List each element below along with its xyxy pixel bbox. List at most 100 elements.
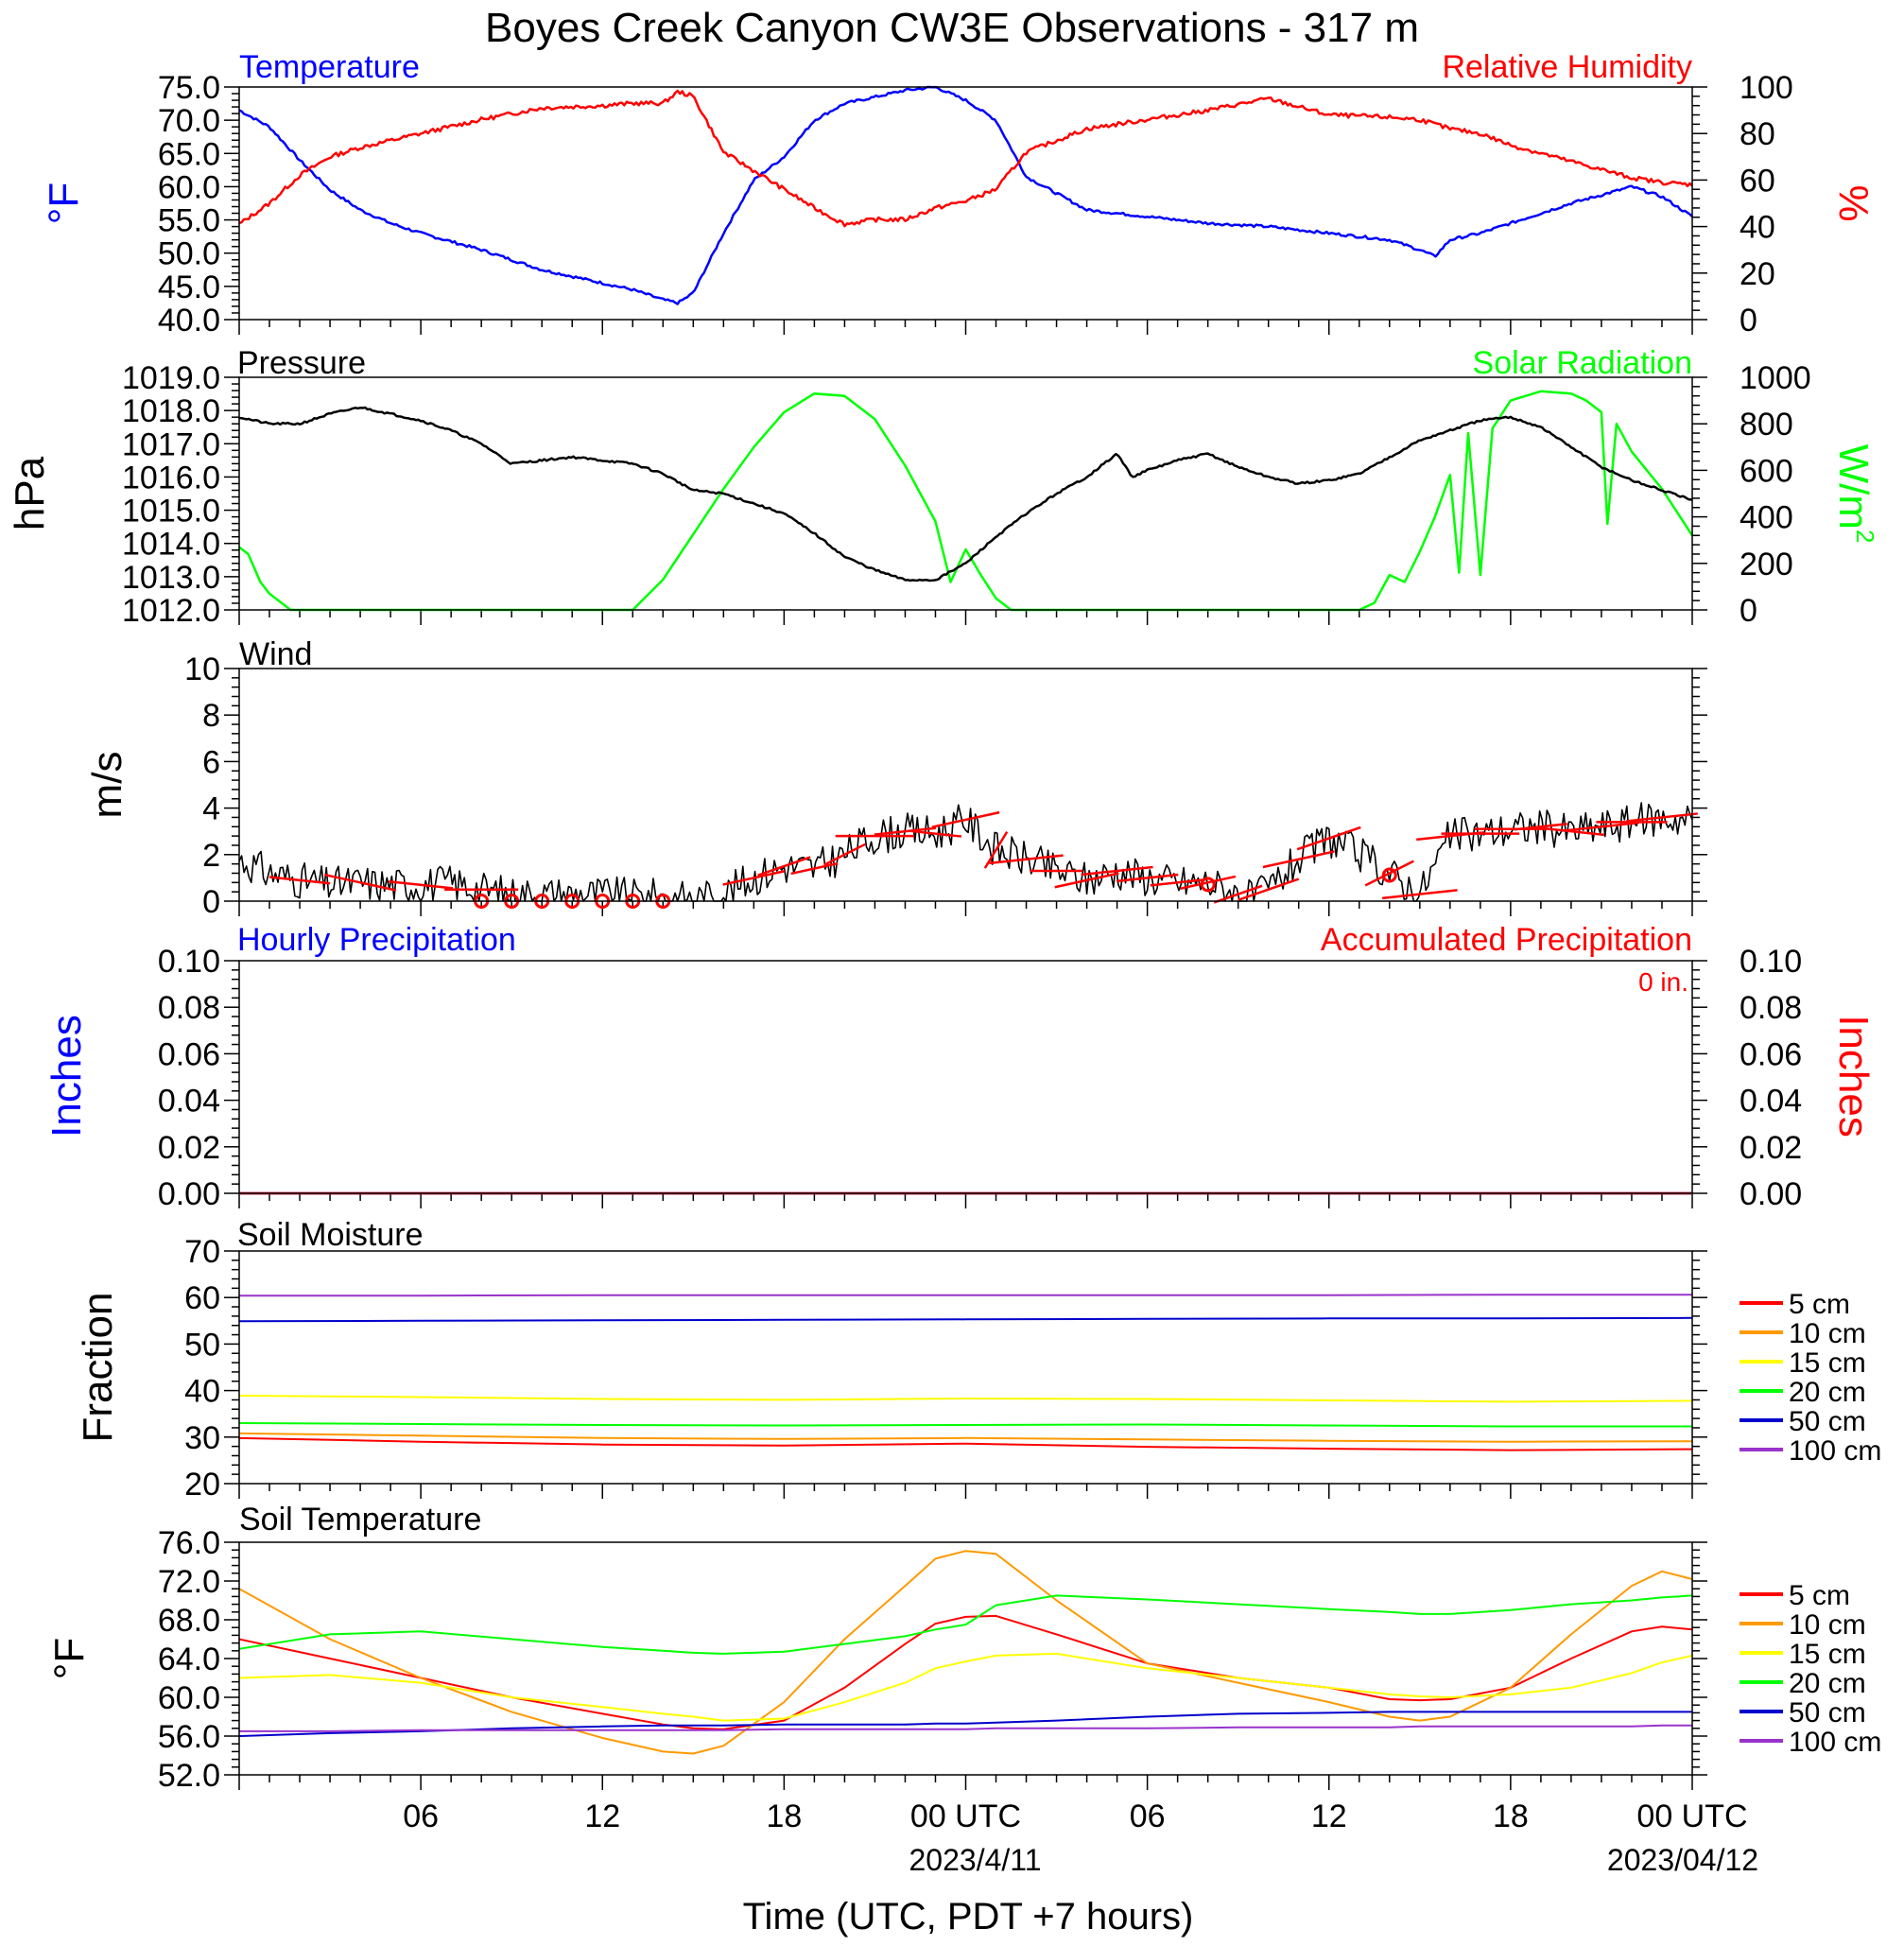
soil-moisture-title: Soil Moisture xyxy=(237,1217,424,1253)
legend-label: 20 cm xyxy=(1789,1668,1866,1699)
panel-precipitation: Hourly Precipitation Accumulated Precipi… xyxy=(43,922,1877,1212)
y-tick-label: 0.00 xyxy=(158,1176,220,1212)
accum-precip-tick-labels: 0.10 0.08 0.06 0.04 0.02 0.00 xyxy=(1740,944,1802,1212)
y-tick-label: 1012.0 xyxy=(122,593,220,629)
y-tick-label: 0.04 xyxy=(1740,1084,1802,1120)
y-tick-label: 40 xyxy=(184,1374,220,1410)
y-tick-label: 40.0 xyxy=(158,303,220,339)
panel-pressure-solar-ticks xyxy=(224,376,1707,625)
y-tick-label: 0.06 xyxy=(1740,1036,1802,1072)
legend-label: 20 cm xyxy=(1789,1377,1866,1408)
time-axis: 06 12 18 00 UTC 06 12 18 00 UTC 2023/4/11 2023/04… xyxy=(403,1798,1758,1877)
x-tick-label: 12 xyxy=(584,1798,620,1834)
pressure-axis-label: hPa xyxy=(7,456,53,530)
wind-title: Wind xyxy=(239,636,312,672)
wind-barb xyxy=(1514,823,1567,831)
calm-wind-marker xyxy=(1381,867,1397,883)
wind-barb xyxy=(1563,821,1639,832)
y-tick-label: 4 xyxy=(202,791,220,827)
y-tick-label: 70.0 xyxy=(158,103,220,139)
panel-temperature-rh-ticks xyxy=(224,86,1707,335)
soil-temperature-tick-labels: 76.072.068.064.060.056.052.0 xyxy=(158,1525,220,1794)
wind-barb xyxy=(389,879,454,890)
y-tick-label: 80 xyxy=(1740,116,1775,152)
hourly-precipitation-title: Hourly Precipitation xyxy=(237,922,516,958)
wind-barb xyxy=(989,854,1064,865)
calm-wind-marker xyxy=(1200,877,1216,893)
humidity-tick-labels: 100 80 60 40 20 0 xyxy=(1740,70,1793,339)
x-tick-label: 18 xyxy=(766,1798,802,1834)
wind-barbs xyxy=(268,810,1698,909)
legend-label: 10 cm xyxy=(1789,1318,1866,1349)
soil-series-100-cm xyxy=(239,1294,1692,1297)
soil-series-10-cm xyxy=(238,1550,1693,1755)
wind-barb xyxy=(1296,825,1361,851)
soil-series-10-cm xyxy=(238,1432,1693,1443)
temperature-title: Temperature xyxy=(239,49,420,85)
wind-barb xyxy=(324,873,397,892)
wind-barb xyxy=(790,861,839,876)
y-tick-label: 20 xyxy=(1740,256,1775,292)
y-tick-label: 1013.0 xyxy=(122,560,220,596)
y-tick-label: 0.08 xyxy=(1740,990,1802,1026)
solar-radiation-title: Solar Radiation xyxy=(1473,345,1692,381)
y-tick-label: 0 xyxy=(1740,303,1757,339)
y-tick-label: 76.0 xyxy=(158,1525,220,1561)
y-tick-label: 52.0 xyxy=(158,1758,220,1794)
panel-wind-ticks xyxy=(224,668,1707,916)
hourly-precip-tick-labels: 0.10 0.08 0.06 0.04 0.02 0.00 xyxy=(158,944,220,1212)
panel-wind: Wind m/s 10 8 6 4 2 0 xyxy=(84,636,1707,920)
accumulated-total-note: 0 in. xyxy=(1638,967,1688,997)
relative-humidity-line xyxy=(238,89,1693,228)
y-tick-label: 10 xyxy=(184,652,220,687)
legend-label: 100 cm xyxy=(1789,1727,1881,1758)
wind-barb xyxy=(1364,860,1414,887)
wind-barb xyxy=(268,876,331,885)
y-tick-label: 0 xyxy=(202,884,220,920)
y-tick-label: 60 xyxy=(184,1280,220,1316)
soil-moisture-axis-label: Fraction xyxy=(75,1293,121,1443)
legend-label: 100 cm xyxy=(1789,1435,1881,1467)
y-tick-label: 1019.0 xyxy=(122,360,220,396)
panel-temperature-rh-lines xyxy=(238,85,1693,305)
y-tick-label: 45.0 xyxy=(158,269,220,305)
panel-soil-moisture: Soil Moisture Fraction 70 60 50 40 30 20 5 cm… xyxy=(75,1217,1881,1503)
accum-precip-axis-label: Inches xyxy=(1830,1015,1877,1138)
soil-series-5-cm xyxy=(238,1614,1693,1730)
x-tick-label: 06 xyxy=(1130,1798,1166,1834)
wind-barb xyxy=(1238,877,1300,901)
legend-label: 50 cm xyxy=(1789,1697,1866,1729)
y-tick-label: 60.0 xyxy=(158,169,220,205)
panel-pressure-solar: Pressure Solar Radiation hPa W/m2 1019.0… xyxy=(7,345,1879,629)
y-tick-label: 64.0 xyxy=(158,1642,220,1677)
y-tick-label: 60.0 xyxy=(158,1680,220,1716)
pressure-title: Pressure xyxy=(237,345,366,381)
y-tick-label: 40 xyxy=(1740,210,1775,246)
legend-label: 50 cm xyxy=(1789,1406,1866,1437)
wind-barb xyxy=(1054,872,1119,889)
y-tick-label: 20 xyxy=(184,1467,220,1503)
wind-speed-line xyxy=(238,802,1693,902)
y-tick-label: 0.10 xyxy=(1740,944,1802,980)
y-tick-label: 0 xyxy=(1740,593,1757,629)
wind-barb xyxy=(1116,873,1179,883)
solar-axis-unit: W/m xyxy=(1830,444,1877,530)
wind-barb xyxy=(909,829,962,838)
y-tick-label: 0.02 xyxy=(158,1130,220,1166)
y-tick-label: 60 xyxy=(1740,163,1775,199)
wind-barb xyxy=(757,856,811,877)
panel-precipitation-frame xyxy=(238,960,1693,1194)
y-tick-label: 0.02 xyxy=(1740,1130,1802,1166)
wind-barb xyxy=(1150,878,1205,887)
temperature-axis-label: °F xyxy=(41,182,87,224)
panel-temperature-rh-frame xyxy=(238,86,1693,321)
panel-soil-temperature-lines xyxy=(238,1550,1693,1755)
soil-moisture-tick-labels: 70 60 50 40 30 20 xyxy=(184,1234,220,1503)
humidity-axis-label: % xyxy=(1830,184,1877,221)
soil-series-5-cm xyxy=(238,1436,1693,1451)
soil-series-15-cm xyxy=(238,1652,1693,1722)
soil-series-50-cm xyxy=(238,1711,1692,1737)
y-tick-label: 1014.0 xyxy=(122,527,220,563)
